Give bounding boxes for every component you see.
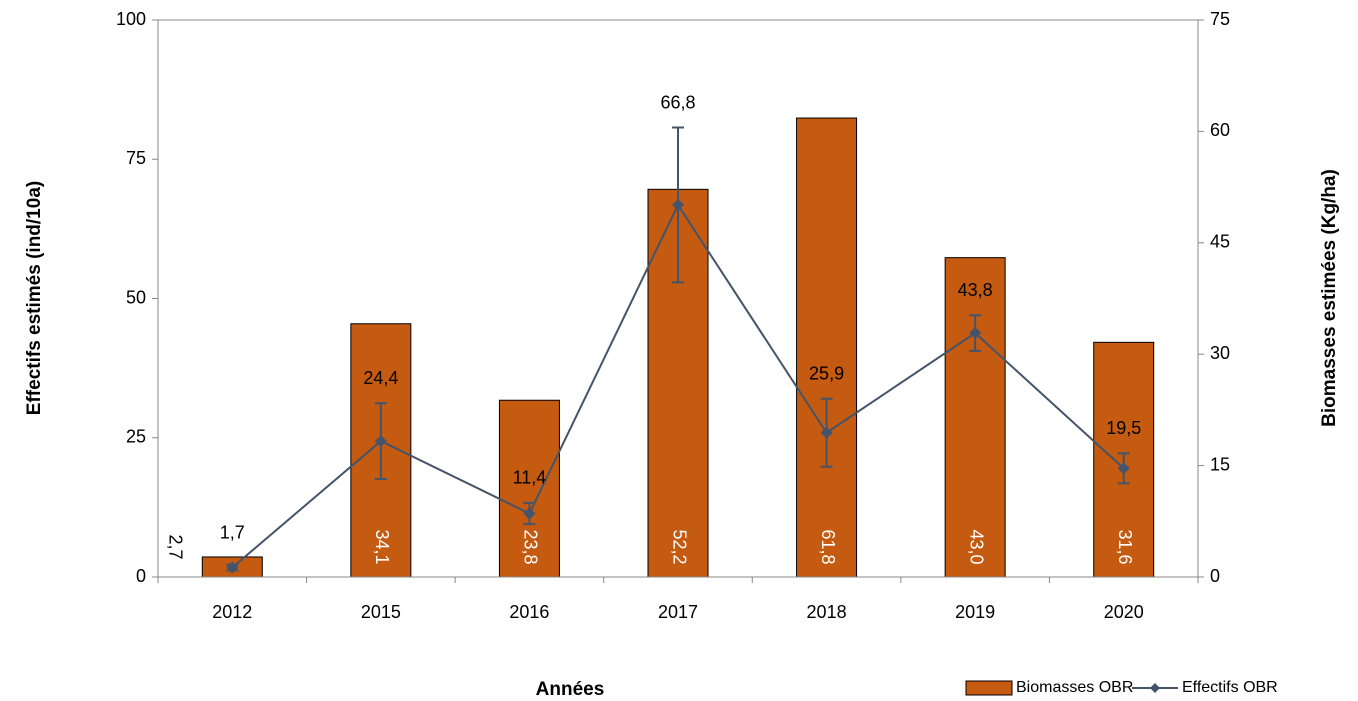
- y-tick-label: 75: [126, 148, 146, 168]
- x-axis-title: Années: [536, 679, 605, 700]
- y2-tick-label: 45: [1210, 232, 1230, 252]
- x-tick-label: 2019: [955, 602, 995, 622]
- bar-value-label: 2,7: [166, 534, 186, 559]
- y2-tick-label: 0: [1210, 566, 1220, 586]
- legend-swatch: [965, 680, 1013, 696]
- x-tick-label: 2018: [807, 602, 847, 622]
- bar-value-label: 61,8: [818, 529, 838, 564]
- line-value-label: 25,9: [809, 364, 844, 384]
- bar-value-label: 52,2: [669, 529, 689, 564]
- line-value-label: 1,7: [220, 522, 245, 542]
- line-marker: [1117, 462, 1130, 475]
- bar-value-label: 23,8: [521, 529, 541, 564]
- line-marker: [820, 426, 833, 439]
- line-value-label: 24,4: [363, 368, 398, 388]
- line-marker: [672, 198, 684, 211]
- line-value-label: 43,8: [958, 280, 993, 300]
- y-tick-label: 100: [116, 9, 146, 29]
- y-tick-label: 50: [126, 287, 146, 307]
- bar: [944, 257, 1006, 578]
- y2-tick-label: 75: [1210, 9, 1230, 29]
- y2-tick-label: 15: [1210, 454, 1230, 474]
- y2-axis-title: Biomasses estimées (Kg/ha): [1319, 169, 1340, 427]
- x-tick-label: 2016: [509, 602, 549, 622]
- line-marker: [523, 507, 536, 520]
- bar-value-label: 34,1: [372, 529, 392, 564]
- line-value-label: 19,5: [1106, 418, 1141, 438]
- legend-marker: [1150, 683, 1160, 693]
- x-tick-label: 2020: [1104, 602, 1144, 622]
- line-marker: [969, 327, 982, 340]
- legend-label: Effectifs OBR: [1182, 679, 1278, 696]
- line-value-label: 66,8: [660, 92, 695, 112]
- bar-value-label: 31,6: [1115, 529, 1135, 564]
- y-tick-label: 25: [126, 427, 146, 447]
- line-value-label: 11,4: [513, 468, 547, 488]
- line-marker: [226, 561, 239, 574]
- x-tick-label: 2012: [212, 602, 252, 622]
- bar: [796, 117, 858, 578]
- legend-label: Biomasses OBR: [1016, 679, 1133, 696]
- y2-tick-label: 30: [1210, 343, 1230, 363]
- y2-tick-label: 60: [1210, 120, 1230, 140]
- x-tick-label: 2015: [361, 602, 401, 622]
- y-axis-title: Effectifs estimés (ind/10a): [24, 181, 45, 415]
- bar-value-label: 43,0: [966, 529, 986, 564]
- x-tick-label: 2017: [658, 602, 698, 622]
- line-marker: [374, 435, 387, 448]
- y-tick-label: 0: [136, 566, 146, 586]
